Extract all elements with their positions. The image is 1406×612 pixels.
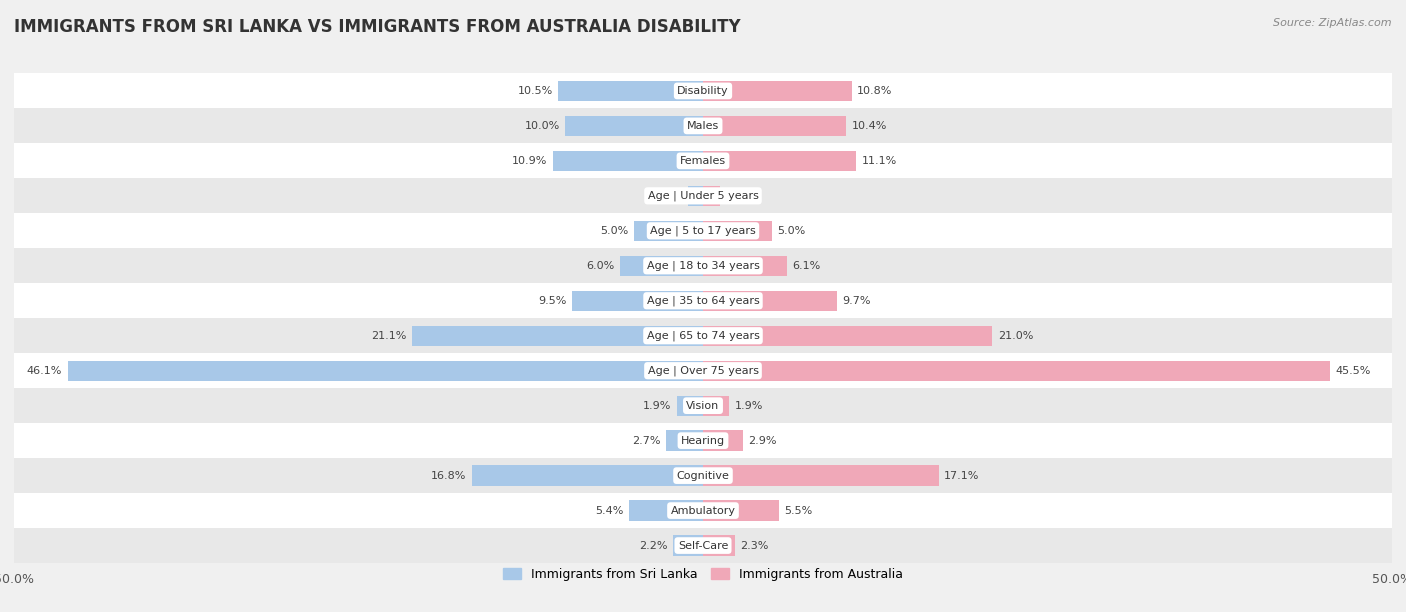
Text: 5.4%: 5.4% — [595, 506, 623, 515]
Bar — [703, 360, 1330, 381]
Text: Source: ZipAtlas.com: Source: ZipAtlas.com — [1274, 18, 1392, 28]
Text: Self-Care: Self-Care — [678, 540, 728, 551]
Text: 1.1%: 1.1% — [654, 191, 682, 201]
Bar — [412, 326, 703, 346]
Text: Age | 65 to 74 years: Age | 65 to 74 years — [647, 330, 759, 341]
Text: 2.2%: 2.2% — [638, 540, 668, 551]
Text: 11.1%: 11.1% — [862, 156, 897, 166]
Bar — [14, 178, 1392, 214]
Text: 45.5%: 45.5% — [1336, 366, 1371, 376]
Bar — [553, 151, 703, 171]
Text: 10.5%: 10.5% — [517, 86, 553, 96]
Bar — [14, 214, 1392, 248]
Bar — [666, 430, 703, 451]
Bar — [634, 221, 703, 241]
Text: Cognitive: Cognitive — [676, 471, 730, 480]
Text: 2.9%: 2.9% — [748, 436, 778, 446]
Bar — [14, 528, 1392, 563]
Bar — [703, 221, 772, 241]
Text: 10.4%: 10.4% — [852, 121, 887, 131]
Text: Age | 5 to 17 years: Age | 5 to 17 years — [650, 226, 756, 236]
Bar — [628, 501, 703, 521]
Bar — [703, 151, 856, 171]
Text: IMMIGRANTS FROM SRI LANKA VS IMMIGRANTS FROM AUSTRALIA DISABILITY: IMMIGRANTS FROM SRI LANKA VS IMMIGRANTS … — [14, 18, 741, 36]
Text: 2.7%: 2.7% — [631, 436, 661, 446]
Text: 10.9%: 10.9% — [512, 156, 547, 166]
Text: 5.5%: 5.5% — [785, 506, 813, 515]
Bar — [703, 536, 735, 556]
Text: 21.1%: 21.1% — [371, 330, 406, 341]
Text: 1.9%: 1.9% — [735, 401, 763, 411]
Text: 9.5%: 9.5% — [538, 296, 567, 306]
Bar — [703, 116, 846, 136]
Bar — [688, 185, 703, 206]
Bar — [558, 81, 703, 101]
Bar — [14, 353, 1392, 388]
Bar — [703, 326, 993, 346]
Text: 9.7%: 9.7% — [842, 296, 870, 306]
Text: Ambulatory: Ambulatory — [671, 506, 735, 515]
Bar — [14, 423, 1392, 458]
Bar — [14, 493, 1392, 528]
Bar — [620, 256, 703, 276]
Text: 6.1%: 6.1% — [793, 261, 821, 271]
Text: Vision: Vision — [686, 401, 720, 411]
Text: Males: Males — [688, 121, 718, 131]
Bar — [14, 388, 1392, 423]
Text: 21.0%: 21.0% — [998, 330, 1033, 341]
Text: 46.1%: 46.1% — [27, 366, 62, 376]
Bar — [703, 395, 730, 416]
Bar — [67, 360, 703, 381]
Bar — [572, 291, 703, 311]
Bar — [703, 430, 742, 451]
Bar — [703, 466, 939, 486]
Text: 10.0%: 10.0% — [524, 121, 560, 131]
Text: 1.2%: 1.2% — [725, 191, 754, 201]
Text: 5.0%: 5.0% — [600, 226, 628, 236]
Text: 16.8%: 16.8% — [430, 471, 465, 480]
Text: Hearing: Hearing — [681, 436, 725, 446]
Bar — [471, 466, 703, 486]
Bar — [14, 283, 1392, 318]
Text: 10.8%: 10.8% — [858, 86, 893, 96]
Bar — [703, 291, 837, 311]
Text: 2.3%: 2.3% — [740, 540, 769, 551]
Bar — [14, 143, 1392, 178]
Bar — [14, 458, 1392, 493]
Text: 17.1%: 17.1% — [945, 471, 980, 480]
Text: Age | Under 5 years: Age | Under 5 years — [648, 190, 758, 201]
Legend: Immigrants from Sri Lanka, Immigrants from Australia: Immigrants from Sri Lanka, Immigrants fr… — [498, 563, 908, 586]
Bar — [703, 81, 852, 101]
Bar — [703, 185, 720, 206]
Text: Age | Over 75 years: Age | Over 75 years — [648, 365, 758, 376]
Text: Disability: Disability — [678, 86, 728, 96]
Text: Age | 18 to 34 years: Age | 18 to 34 years — [647, 261, 759, 271]
Bar — [676, 395, 703, 416]
Bar — [14, 248, 1392, 283]
Bar — [703, 501, 779, 521]
Bar — [14, 73, 1392, 108]
Text: Females: Females — [681, 156, 725, 166]
Bar — [14, 318, 1392, 353]
Bar — [703, 256, 787, 276]
Bar — [565, 116, 703, 136]
Text: 6.0%: 6.0% — [586, 261, 614, 271]
Text: 5.0%: 5.0% — [778, 226, 806, 236]
Bar — [672, 536, 703, 556]
Text: Age | 35 to 64 years: Age | 35 to 64 years — [647, 296, 759, 306]
Text: 1.9%: 1.9% — [643, 401, 671, 411]
Bar — [14, 108, 1392, 143]
